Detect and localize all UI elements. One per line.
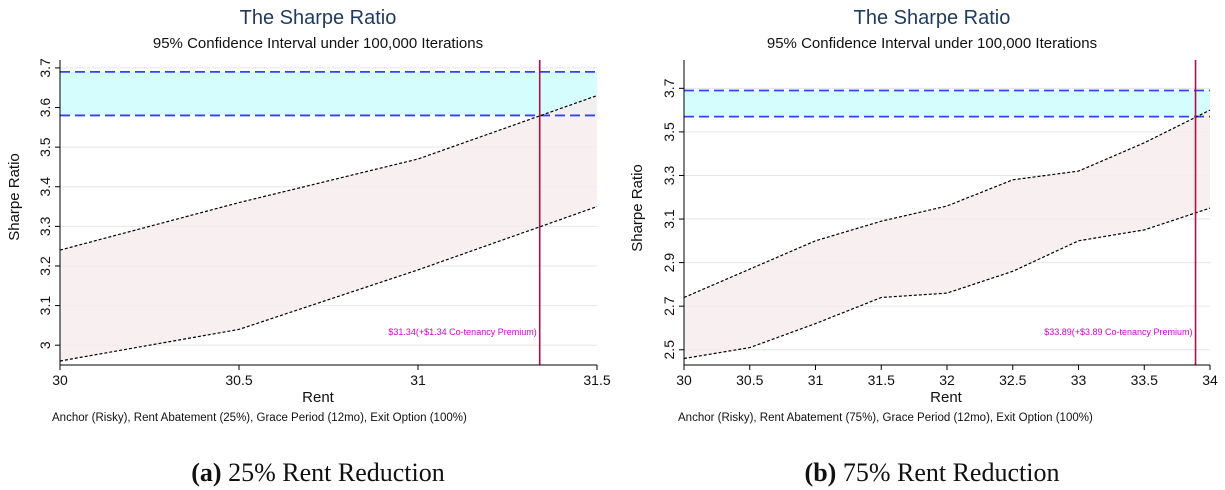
y-tick-label: 3.6 <box>37 98 53 118</box>
x-tick-label: 31 <box>808 372 824 388</box>
y-tick-label: 3.3 <box>661 166 677 186</box>
y-tick-label: 3.1 <box>37 296 53 316</box>
y-tick-label: 3 <box>37 341 53 349</box>
chart-title: The Sharpe Ratio <box>854 7 1011 29</box>
y-tick-label: 3.3 <box>37 216 53 236</box>
y-axis-label: Sharpe Ratio <box>629 164 646 252</box>
interval-area <box>684 110 1210 358</box>
x-tick-label: 34 <box>1202 372 1218 388</box>
y-tick-label: 2.7 <box>661 296 677 316</box>
x-tick-label: 31 <box>410 372 426 388</box>
x-axis-label: Rent <box>302 389 335 406</box>
plot-area: $31.34(+$1.34 Co-tenancy Premium) 30 30.5 3… <box>37 58 611 388</box>
confidence-band <box>60 72 597 116</box>
caption-text: 25% Rent Reduction <box>222 458 445 487</box>
x-tick-label: 31.5 <box>868 372 895 388</box>
chart-subtitle: 95% Confidence Interval under 100,000 It… <box>767 35 1097 52</box>
vline-annotation: $33.89(+$3.89 Co-tenancy Premium) <box>1044 327 1192 337</box>
x-tick-label: 32.5 <box>999 372 1026 388</box>
chart-subtitle: 95% Confidence Interval under 100,000 It… <box>153 35 483 52</box>
x-tick-label: 31.5 <box>583 372 610 388</box>
y-tick-label: 3.5 <box>661 122 677 142</box>
chart-note: Anchor (Risky), Rent Abatement (25%), Gr… <box>52 412 467 424</box>
y-tick-label: 3.7 <box>661 78 677 98</box>
caption-letter: (a) <box>191 458 221 487</box>
y-tick-label: 3.4 <box>37 177 53 197</box>
chart-panel-b: The Sharpe Ratio 95% Confidence Interval… <box>629 7 1218 487</box>
y-tick-label: 2.5 <box>661 340 677 360</box>
y-tick-label: 2.9 <box>661 253 677 273</box>
chart-title: The Sharpe Ratio <box>240 7 397 29</box>
caption-letter: (b) <box>805 458 837 487</box>
interval-area <box>60 96 597 361</box>
confidence-band <box>684 91 1210 117</box>
caption-b: (b) 75% Rent Reduction <box>805 458 1060 487</box>
x-tick-label: 30 <box>52 372 68 388</box>
x-tick-label: 30.5 <box>736 372 763 388</box>
caption-text: 75% Rent Reduction <box>836 458 1059 487</box>
y-axis-label: Sharpe Ratio <box>6 153 23 241</box>
x-axis-label: Rent <box>930 389 963 406</box>
y-tick-label: 3.5 <box>37 137 53 157</box>
x-tick-label: 30.5 <box>225 372 252 388</box>
plot-area: $33.89(+$3.89 Co-tenancy Premium) 30 30.5 3… <box>661 60 1218 388</box>
x-tick-label: 32 <box>939 372 955 388</box>
x-tick-label: 30 <box>676 372 692 388</box>
chart-panel-a: The Sharpe Ratio 95% Confidence Interval… <box>6 7 611 487</box>
x-tick-label: 33.5 <box>1131 372 1158 388</box>
caption-a: (a) 25% Rent Reduction <box>191 458 444 487</box>
y-tick-label: 3.1 <box>661 209 677 229</box>
x-tick-label: 33 <box>1071 372 1087 388</box>
vline-annotation: $31.34(+$1.34 Co-tenancy Premium) <box>388 327 536 337</box>
y-tick-label: 3.7 <box>37 58 53 78</box>
y-tick-label: 3.2 <box>37 256 53 276</box>
chart-note: Anchor (Risky), Rent Abatement (75%), Gr… <box>678 412 1093 424</box>
